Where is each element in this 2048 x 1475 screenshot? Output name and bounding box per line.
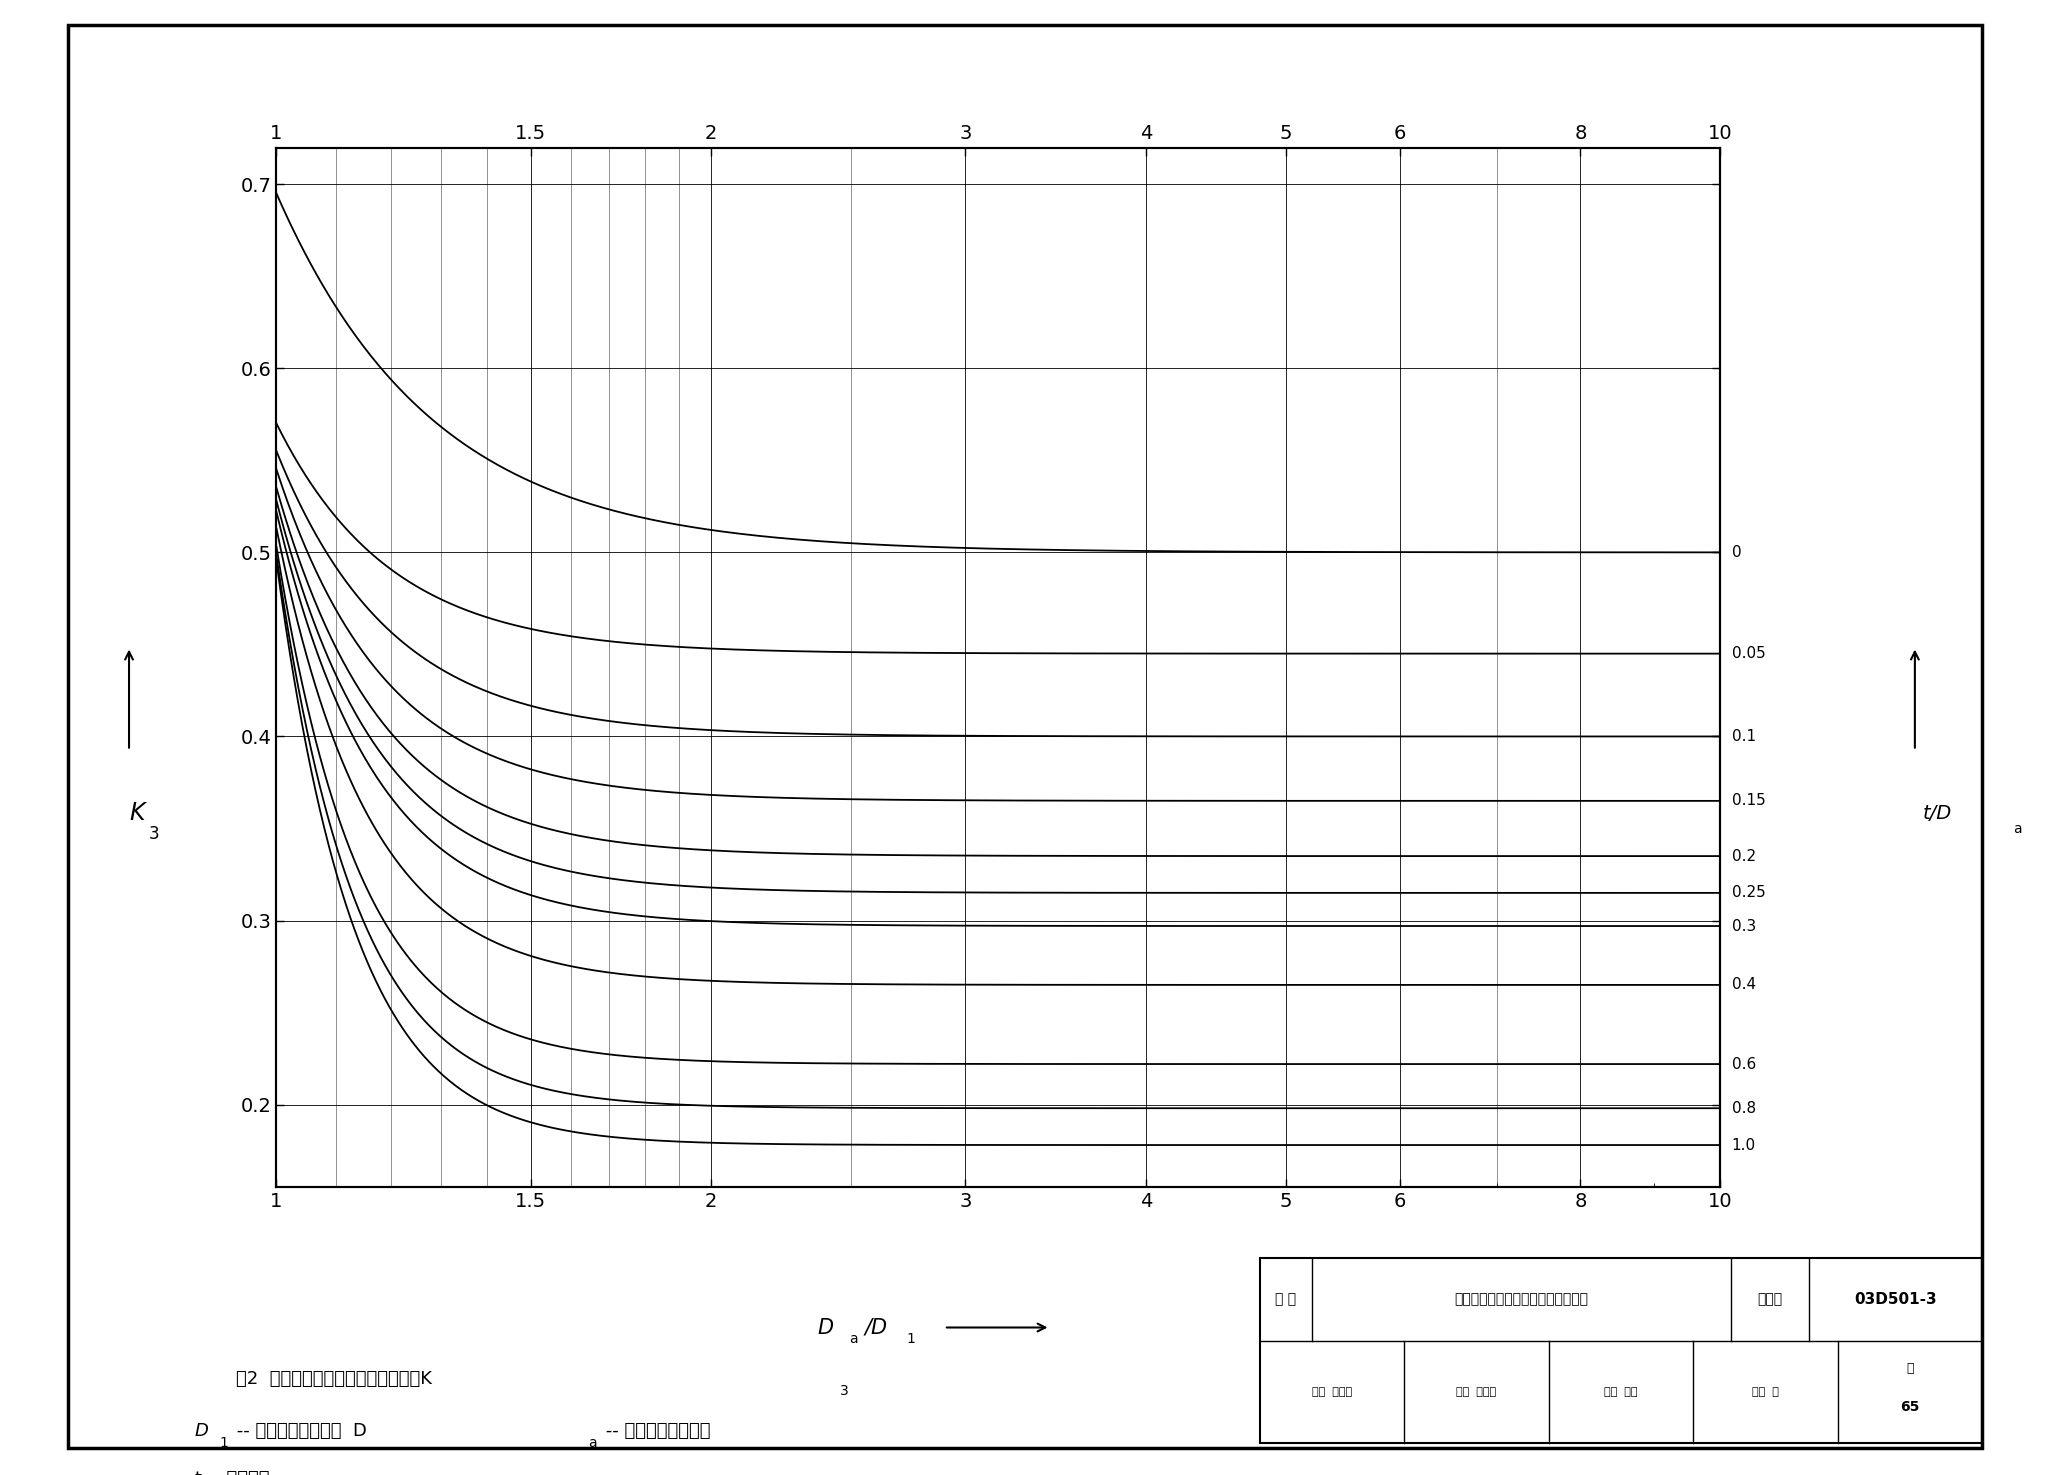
Text: 03D501-3: 03D501-3 [1853, 1292, 1937, 1307]
Text: 自然基础接地体工频接地电阻的计算: 自然基础接地体工频接地电阻的计算 [1454, 1292, 1589, 1307]
Text: 0.25: 0.25 [1731, 885, 1765, 900]
Text: 1: 1 [219, 1435, 227, 1450]
Text: 3: 3 [840, 1384, 848, 1398]
Text: 审核  地虎信: 审核 地虎信 [1313, 1386, 1352, 1397]
Text: 0.05: 0.05 [1731, 646, 1765, 661]
Text: 附 录: 附 录 [1276, 1292, 1296, 1307]
Text: 65: 65 [1901, 1400, 1919, 1413]
Text: /D: /D [864, 1317, 889, 1338]
Text: 3: 3 [147, 825, 160, 842]
Text: D: D [817, 1317, 834, 1338]
Text: 0.2: 0.2 [1731, 848, 1755, 863]
Text: 审定  壹反: 审定 壹反 [1604, 1386, 1638, 1397]
Text: a: a [2013, 822, 2021, 836]
Text: 0.3: 0.3 [1731, 919, 1755, 934]
Text: 校对  壹反根: 校对 壹反根 [1456, 1386, 1497, 1397]
Text: 0: 0 [1731, 544, 1741, 560]
Text: a: a [850, 1332, 858, 1347]
Text: 页: 页 [1907, 1361, 1915, 1375]
Text: 1: 1 [907, 1332, 915, 1347]
Text: t/D: t/D [1923, 804, 1952, 823]
Text: t -- 基础深度.: t -- 基础深度. [195, 1471, 274, 1475]
Text: 1.0: 1.0 [1731, 1137, 1755, 1152]
Text: 图集号: 图集号 [1757, 1292, 1782, 1307]
Text: -- 钢筋体的内直径；  D: -- 钢筋体的内直径； D [231, 1422, 367, 1440]
Text: 0.15: 0.15 [1731, 794, 1765, 808]
Text: a: a [588, 1435, 596, 1450]
Text: K: K [129, 801, 145, 825]
Text: D: D [195, 1422, 209, 1440]
Text: 图2  圆形条状基础钢筋体的形状系数K: 图2 圆形条状基础钢筋体的形状系数K [236, 1370, 432, 1388]
Text: 0.6: 0.6 [1731, 1056, 1755, 1071]
Text: 0.4: 0.4 [1731, 978, 1755, 993]
Text: 0.8: 0.8 [1731, 1100, 1755, 1115]
Text: 设计  根: 设计 根 [1753, 1386, 1780, 1397]
Text: -- 钢筋体的外直径；: -- 钢筋体的外直径； [600, 1422, 711, 1440]
Text: 0.1: 0.1 [1731, 729, 1755, 743]
